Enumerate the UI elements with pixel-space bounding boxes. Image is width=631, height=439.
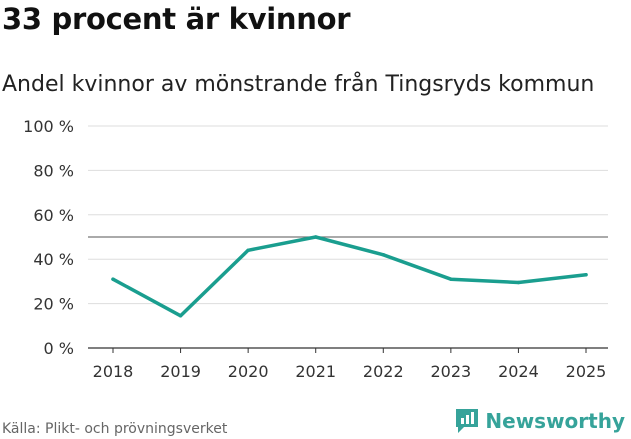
y-tick-label: 20 % [33,295,74,314]
source-note: Källa: Plikt- och prövningsverket [2,421,228,437]
x-tick-label: 2022 [363,362,404,381]
line-chart: 0 % 20 % 40 % 60 % 80 % 100 % 2018 2019 2020 2021… [23,117,608,381]
data-point [449,277,453,281]
chart-title: 33 procent är kvinnor [2,2,351,36]
data-point [246,248,250,253]
chart-subtitle: Andel kvinnor av mönstrande från Tingsry… [2,72,595,97]
y-tick-label: 100 % [23,117,74,136]
data-point [111,277,115,281]
newsworthy-logo-icon [456,409,479,433]
x-tick-label: 2018 [93,362,134,381]
x-tick-label: 2021 [295,362,336,381]
data-point [381,253,385,257]
x-tick-label: 2024 [498,362,539,381]
brand-name: Newsworthy [485,409,625,433]
x-tick-label: 2019 [160,362,201,381]
y-tick-label: 40 % [33,250,74,269]
y-tick-label: 80 % [33,161,74,180]
data-point [314,235,318,239]
data-point [516,280,521,285]
x-tick-label: 2023 [430,362,471,381]
x-tick-label: 2025 [566,362,607,381]
x-tick-label: 2020 [228,362,269,381]
y-tick-label: 0 % [44,339,74,358]
y-tick-label: 60 % [33,206,74,225]
series-line [111,235,588,318]
data-point [178,314,183,318]
data-point [584,273,588,277]
brand-logo[interactable]: Newsworthy [454,407,625,435]
